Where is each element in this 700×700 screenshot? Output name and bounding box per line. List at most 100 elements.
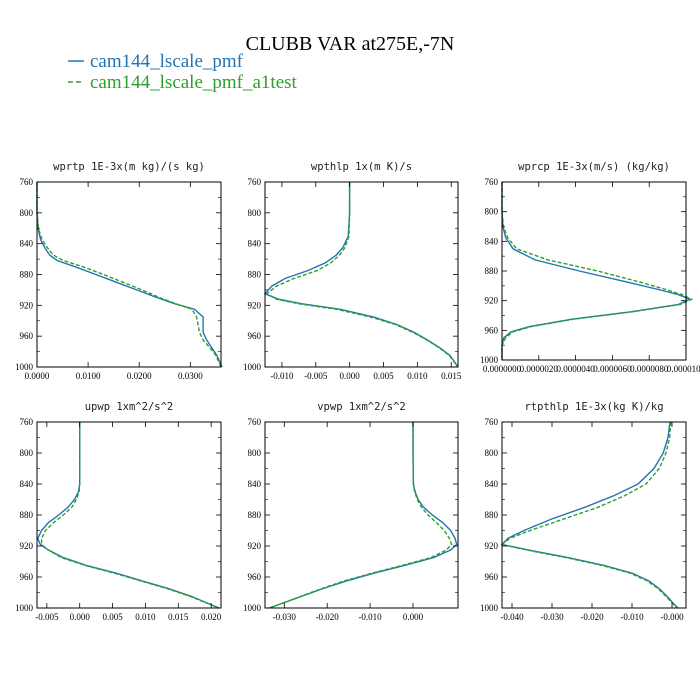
x-tick-label: -0.020: [580, 612, 604, 622]
x-tick-label: 0.000: [340, 371, 361, 381]
y-tick-label: 1000: [15, 603, 34, 613]
y-tick-label: 840: [485, 479, 499, 489]
x-tick-label: 0.010: [407, 371, 428, 381]
y-tick-label: 960: [485, 572, 499, 582]
y-tick-label: 960: [248, 572, 262, 582]
y-tick-label: 760: [20, 177, 34, 187]
y-tick-label: 760: [485, 417, 499, 427]
y-tick-label: 880: [20, 510, 34, 520]
x-tick-label: 0.0000040: [556, 364, 595, 374]
plot-frame: [501, 181, 687, 361]
x-tick-label: 0.0100: [76, 371, 101, 381]
x-tick-label: 0.0300: [178, 371, 203, 381]
x-tick-label: -0.000: [660, 612, 684, 622]
series-line-2: [269, 422, 453, 609]
legend-label-series2: cam144_lscale_pmf_a1test: [90, 72, 298, 93]
panel-title: rtpthlp 1E-3x(kg K)/kg: [524, 401, 663, 413]
x-tick-label: -0.030: [273, 612, 297, 622]
y-tick-label: 920: [248, 300, 262, 310]
panel-title: wprtp 1E-3x(m kg)/(s kg): [53, 161, 205, 173]
y-tick-label: 880: [248, 510, 262, 520]
chart-panel-2: wpthlp 1x(m K)/s 760 800 840 880 920 960 1000 -0…: [243, 161, 462, 381]
y-tick-label: 920: [248, 541, 262, 551]
series-line-1: [263, 182, 459, 368]
x-tick-label: 0.0000060: [593, 364, 632, 374]
y-tick-label: 800: [20, 208, 34, 218]
x-tick-label: -0.005: [35, 612, 59, 622]
y-tick-label: 880: [248, 270, 262, 280]
plot-frame: [501, 421, 687, 609]
legend: cam144_lscale_pmf cam144_lscale_pmf_a1te…: [68, 51, 298, 93]
y-tick-label: 880: [20, 270, 34, 280]
x-tick-label: 0.005: [373, 371, 394, 381]
y-tick-label: 960: [485, 325, 499, 335]
x-tick-label: 0.015: [441, 371, 462, 381]
panel-title: wprcp 1E-3x(m/s) (kg/kg): [518, 161, 670, 173]
series-line-2: [36, 182, 222, 368]
series-line-2: [265, 182, 459, 368]
y-tick-label: 1000: [480, 355, 499, 365]
series-line-2: [500, 421, 678, 609]
x-tick-label: 0.0000: [25, 371, 50, 381]
panel-title: wpthlp 1x(m K)/s: [311, 161, 412, 173]
chart-panel-5: vpwp 1xm^2/s^2 760 800 840 880 920 960 1000 -0.0…: [243, 401, 459, 622]
y-tick-label: 960: [20, 572, 34, 582]
y-tick-label: 840: [20, 239, 34, 249]
chart-panel-3: wprcp 1E-3x(m/s) (kg/kg) 760 800 840 880 920 9…: [480, 161, 700, 374]
y-tick-label: 920: [20, 541, 34, 551]
x-tick-label: -0.010: [358, 612, 382, 622]
x-tick-label: 0.000: [70, 612, 91, 622]
series-line-1: [500, 421, 679, 609]
x-tick-label: 0.0000100: [667, 364, 700, 374]
x-tick-label: 0.0000020: [520, 364, 559, 374]
series-line-1: [501, 182, 692, 360]
y-tick-label: 800: [485, 448, 499, 458]
y-tick-label: 920: [20, 300, 34, 310]
y-tick-label: 1000: [480, 603, 499, 613]
x-tick-label: -0.010: [270, 371, 294, 381]
y-tick-label: 1000: [243, 603, 262, 613]
panel-title: vpwp 1xm^2/s^2: [317, 401, 406, 413]
x-tick-label: -0.040: [500, 612, 524, 622]
x-tick-label: -0.030: [540, 612, 564, 622]
x-tick-label: 0.020: [201, 612, 222, 622]
chart-panel-6: rtpthlp 1E-3x(kg K)/kg 760 800 840 880 920 960…: [480, 401, 687, 622]
plot-frame: [36, 421, 222, 609]
y-tick-label: 1000: [15, 362, 34, 372]
y-tick-label: 760: [485, 177, 499, 187]
y-tick-label: 840: [248, 479, 262, 489]
plot-frame: [36, 181, 222, 368]
legend-label-series1: cam144_lscale_pmf: [90, 51, 244, 72]
y-tick-label: 840: [485, 236, 499, 246]
y-tick-label: 760: [20, 417, 34, 427]
x-tick-label: -0.005: [304, 371, 328, 381]
series-line-2: [40, 422, 219, 609]
plot-frame: [264, 421, 459, 609]
y-tick-label: 920: [485, 296, 499, 306]
y-tick-label: 960: [248, 331, 262, 341]
x-tick-label: 0.005: [102, 612, 123, 622]
chart-title: CLUBB VAR at275E,-7N: [246, 33, 455, 55]
x-tick-label: 0.015: [168, 612, 189, 622]
x-tick-label: 0.0200: [127, 371, 152, 381]
y-tick-label: 920: [485, 541, 499, 551]
plot-frame: [264, 181, 459, 368]
panel-title: upwp 1xm^2/s^2: [85, 401, 174, 413]
y-tick-label: 840: [20, 479, 34, 489]
x-tick-label: 0.0000000: [483, 364, 522, 374]
y-tick-label: 880: [485, 266, 499, 276]
y-tick-label: 880: [485, 510, 499, 520]
y-tick-label: 800: [20, 448, 34, 458]
x-tick-label: -0.010: [620, 612, 644, 622]
series-line-1: [36, 422, 220, 609]
series-line-2: [501, 182, 694, 360]
y-tick-label: 800: [248, 208, 262, 218]
series-line-1: [36, 182, 223, 368]
series-line-1: [269, 422, 458, 609]
x-tick-label: 0.0000080: [630, 364, 669, 374]
y-tick-label: 960: [20, 331, 34, 341]
chart-panel-4: upwp 1xm^2/s^2 760 800 840 880 920 960 1000-0.0…: [15, 401, 222, 622]
x-tick-label: 0.010: [135, 612, 156, 622]
x-tick-label: 0.000: [403, 612, 424, 622]
